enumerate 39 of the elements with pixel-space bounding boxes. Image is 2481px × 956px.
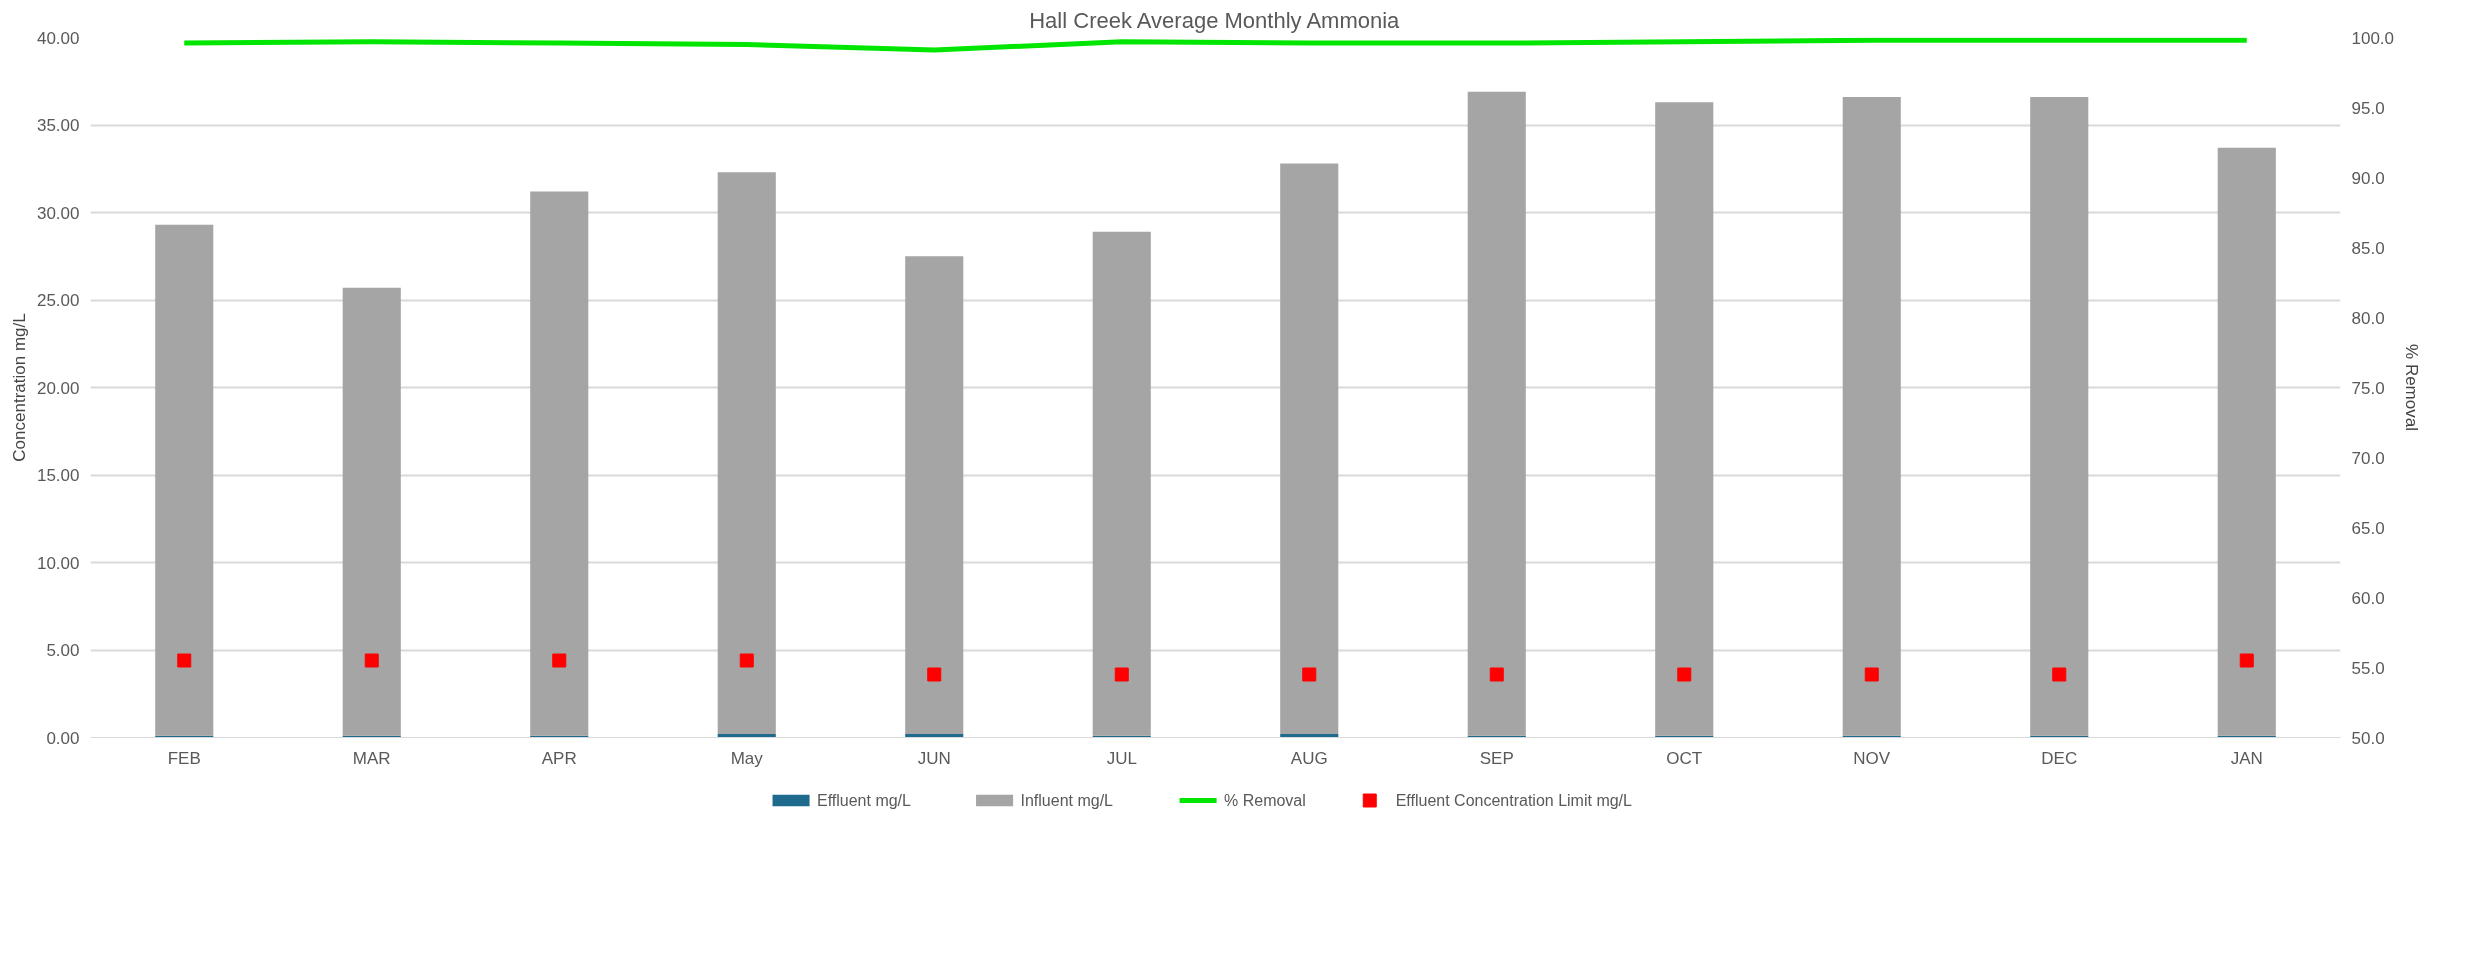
x-tick-label: JAN	[2230, 748, 2263, 768]
y-axis-title: Concentration mg/L	[9, 313, 29, 462]
y2-tick-label: 55.0	[2351, 658, 2385, 678]
y-tick-label: 40.00	[36, 28, 80, 48]
y2-tick-label: 65.0	[2351, 518, 2385, 538]
y-tick-label: 30.00	[36, 203, 80, 223]
y-tick-label: 25.00	[36, 291, 80, 310]
y-tick-label: 5.00	[46, 641, 80, 660]
y2-tick-label: 90.0	[2351, 168, 2385, 188]
x-tick-label: DEC	[2041, 748, 2078, 768]
x-tick-label: APR	[541, 748, 577, 768]
x-tick-label: SEP	[1479, 748, 1514, 768]
legend-label: Influent mg/L	[1020, 792, 1114, 809]
y2-tick-label: 100.0	[2351, 28, 2395, 48]
x-tick-label: MAR	[352, 748, 391, 768]
legend-label: Effluent Concentration Limit mg/L	[1395, 792, 1633, 809]
y2-tick-label: 60.0	[2351, 588, 2385, 608]
y2-tick-label: 70.0	[2351, 448, 2385, 468]
y2-tick-label: 85.0	[2351, 238, 2385, 258]
y2-tick-label: 75.0	[2351, 378, 2385, 398]
y2-tick-label: 50.0	[2351, 728, 2385, 748]
x-tick-label: May	[730, 748, 764, 768]
x-tick-label: JUL	[1106, 748, 1137, 768]
y-tick-label: 20.00	[36, 378, 80, 398]
y2-axis-title: % Removal	[2402, 344, 2422, 431]
x-tick-label: FEB	[167, 748, 201, 768]
y2-tick-label: 80.0	[2351, 308, 2385, 328]
legend-label: % Removal	[1224, 792, 1306, 809]
x-tick-label: AUG	[1290, 748, 1328, 768]
y-tick-label: 15.00	[36, 466, 80, 485]
legend-label: Effluent mg/L	[816, 792, 912, 809]
x-tick-label: OCT	[1666, 748, 1703, 768]
x-tick-label: JUN	[917, 748, 951, 768]
y-tick-label: 10.00	[36, 553, 80, 573]
y2-tick-label: 95.0	[2351, 98, 2385, 118]
y-tick-label: 0.00	[46, 728, 80, 748]
x-tick-label: NOV	[1853, 748, 1891, 768]
chart-title: Hall Creek Average Monthly Ammonia	[1029, 7, 1401, 33]
y-tick-label: 35.00	[36, 116, 80, 135]
